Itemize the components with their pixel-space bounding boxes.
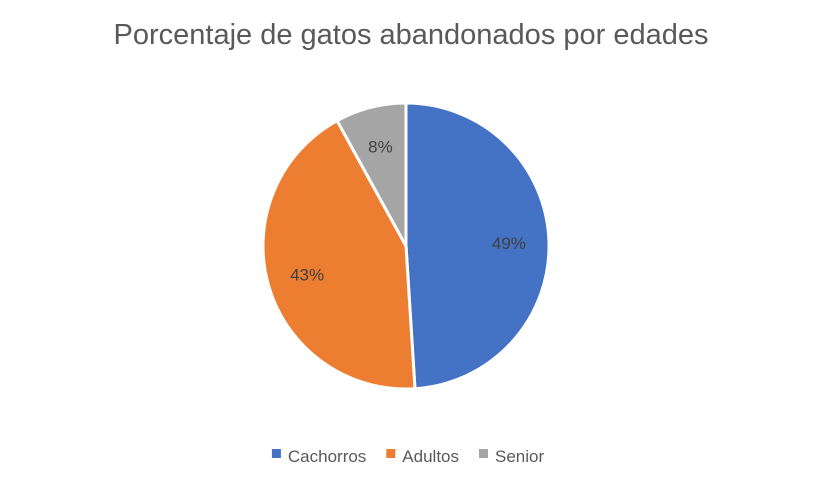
legend-item-cachorros: Cachorros: [271, 447, 366, 466]
chart-legend: Cachorros Adultos Senior: [271, 447, 544, 466]
legend-item-adultos: Adultos: [386, 447, 459, 466]
pie-slice-adultos: [261, 119, 417, 391]
data-label-senior: 8%: [368, 137, 393, 156]
legend-label-adultos: Adultos: [402, 447, 459, 466]
legend-swatch-senior: [479, 449, 488, 458]
pie-slice-senior: [335, 101, 408, 248]
pie-data-labels: 49% 43% 8%: [290, 137, 526, 284]
legend-label-cachorros: Cachorros: [288, 447, 366, 466]
legend-swatch-adultos: [386, 449, 396, 458]
legend-item-senior: Senior: [479, 447, 544, 466]
chart-title: Porcentaje de gatos abandonados por edad…: [114, 19, 709, 51]
legend-label-senior: Senior: [495, 447, 544, 466]
pie-slices: [261, 101, 551, 391]
legend-swatch-cachorros: [271, 449, 281, 458]
data-label-adultos: 43%: [290, 266, 324, 285]
data-label-cachorros: 49%: [492, 234, 526, 253]
pie-slice-cachorros: [404, 101, 551, 391]
